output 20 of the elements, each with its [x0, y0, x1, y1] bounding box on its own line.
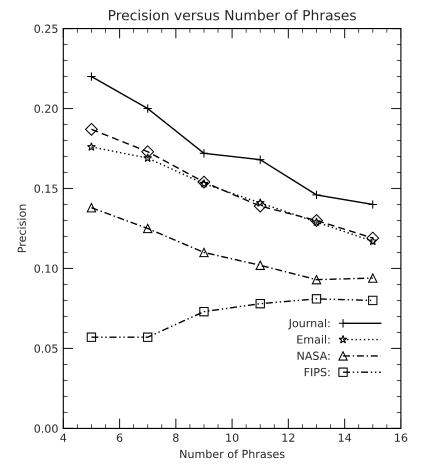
- x-tick-label: 16: [395, 433, 408, 442]
- y-tick-label: 0.10: [34, 264, 58, 273]
- x-tick-label: 14: [338, 434, 352, 442]
- legend-label: Journal:: [288, 318, 330, 330]
- legend-label: Email:: [297, 335, 330, 344]
- y-tick-label: 0.05: [34, 344, 58, 353]
- legend-label: NASA:: [298, 352, 330, 360]
- y-tick-label: 0.25: [34, 24, 58, 33]
- chart-title: Precision versus Number of Phrases: [108, 10, 356, 20]
- x-tick-label: 6: [116, 433, 122, 442]
- legend-label: FIPS:: [304, 368, 330, 376]
- x-tick-label: 12: [282, 433, 294, 442]
- y-tick-label: 0.15: [34, 184, 58, 193]
- x-axis-title: Number of Phrases: [180, 450, 285, 458]
- y-tick-label: 0.20: [34, 104, 58, 113]
- y-tick-label: 0.00: [34, 424, 58, 433]
- x-tick-label: 10: [226, 433, 238, 442]
- y-axis-title: Precision: [17, 204, 26, 252]
- x-tick-label: 8: [173, 433, 179, 442]
- x-tick-label: 4: [60, 434, 66, 442]
